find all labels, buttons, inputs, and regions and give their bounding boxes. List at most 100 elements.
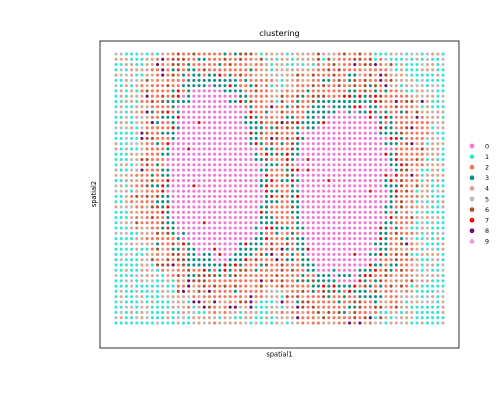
spot-point: [176, 84, 180, 88]
spot-point: [394, 279, 398, 283]
spot-point: [332, 179, 336, 183]
spot-point: [218, 179, 222, 183]
spot-point: [363, 168, 367, 172]
spot-point: [171, 179, 175, 183]
spot-point: [119, 173, 123, 177]
spot-point: [218, 105, 222, 109]
spot-point: [114, 94, 118, 98]
spot-point: [425, 273, 429, 278]
spot-point: [135, 289, 139, 293]
spot-point: [207, 268, 211, 272]
spot-point: [249, 242, 253, 246]
spot-point: [119, 189, 123, 193]
spot-point: [135, 57, 139, 61]
spot-point: [130, 115, 134, 119]
spot-point: [259, 115, 263, 119]
spot-point: [441, 126, 445, 130]
spot-point: [415, 279, 419, 283]
spot-point: [348, 136, 352, 140]
spot-point: [290, 142, 295, 146]
spot-point: [228, 68, 232, 72]
spot-point: [425, 63, 429, 67]
spot-point: [150, 173, 154, 177]
spot-point: [306, 268, 310, 272]
spot-point: [119, 121, 123, 125]
spot-point: [363, 105, 367, 109]
spot-point: [161, 173, 165, 177]
spot-point: [130, 226, 134, 230]
spot-point: [394, 52, 398, 56]
spot-point: [223, 126, 227, 130]
spot-point: [228, 63, 232, 67]
spot-point: [223, 300, 227, 304]
spot-point: [337, 247, 341, 251]
spot-point: [363, 279, 367, 283]
spot-point: [410, 152, 414, 156]
spot-point: [213, 237, 217, 241]
spot-point: [119, 321, 123, 325]
spot-point: [259, 142, 263, 146]
spot-point: [306, 237, 310, 241]
spot-point: [259, 273, 263, 278]
spot-point: [270, 226, 274, 230]
spot-point: [415, 173, 419, 177]
spot-point: [218, 295, 222, 299]
spot-point: [322, 115, 326, 119]
spot-point: [327, 231, 331, 235]
spot-point: [244, 316, 248, 320]
spot-point: [363, 152, 367, 156]
spot-point: [202, 300, 206, 304]
spot-point: [124, 147, 128, 151]
spot-point: [373, 247, 378, 251]
spot-point: [202, 52, 206, 56]
spot-point: [301, 242, 305, 246]
spot-point: [140, 184, 144, 188]
spot-point: [420, 321, 424, 325]
spot-point: [119, 247, 123, 251]
spot-point: [394, 68, 398, 72]
spot-point: [296, 200, 300, 204]
spot-point: [379, 221, 383, 225]
spot-point: [322, 52, 326, 56]
spot-point: [373, 89, 378, 93]
spot-point: [202, 252, 206, 256]
spot-point: [441, 121, 445, 125]
spot-point: [316, 289, 320, 293]
spot-point: [161, 268, 165, 272]
spot-point: [399, 63, 404, 67]
spot-point: [301, 157, 305, 162]
spot-point: [150, 63, 154, 67]
spot-point: [192, 121, 196, 125]
spot-point: [254, 263, 258, 267]
spot-point: [415, 105, 419, 109]
spot-point: [135, 305, 139, 309]
spot-point: [342, 289, 346, 293]
spot-point: [379, 295, 383, 299]
spot-point: [223, 131, 227, 135]
spot-point: [213, 263, 217, 267]
spot-point: [124, 136, 128, 140]
spot-point: [218, 99, 222, 104]
spot-point: [316, 305, 320, 309]
spot-point: [259, 99, 263, 104]
spot-point: [389, 121, 393, 125]
spot-point: [337, 242, 341, 246]
spot-point: [368, 273, 372, 278]
spot-point: [332, 231, 336, 235]
spot-point: [119, 115, 123, 119]
spot-point: [140, 84, 144, 88]
spot-point: [348, 258, 352, 262]
spot-point: [415, 121, 419, 125]
spot-point: [140, 300, 144, 304]
spot-point: [244, 89, 248, 93]
spot-point: [207, 173, 211, 177]
spot-point: [161, 200, 165, 204]
spot-point: [239, 110, 243, 114]
spot-point: [290, 284, 295, 288]
spot-point: [306, 247, 310, 251]
spot-point: [187, 205, 191, 209]
legend-label: 5: [485, 195, 489, 203]
spot-point: [239, 194, 243, 198]
spot-point: [316, 73, 320, 77]
spot-point: [405, 268, 409, 272]
